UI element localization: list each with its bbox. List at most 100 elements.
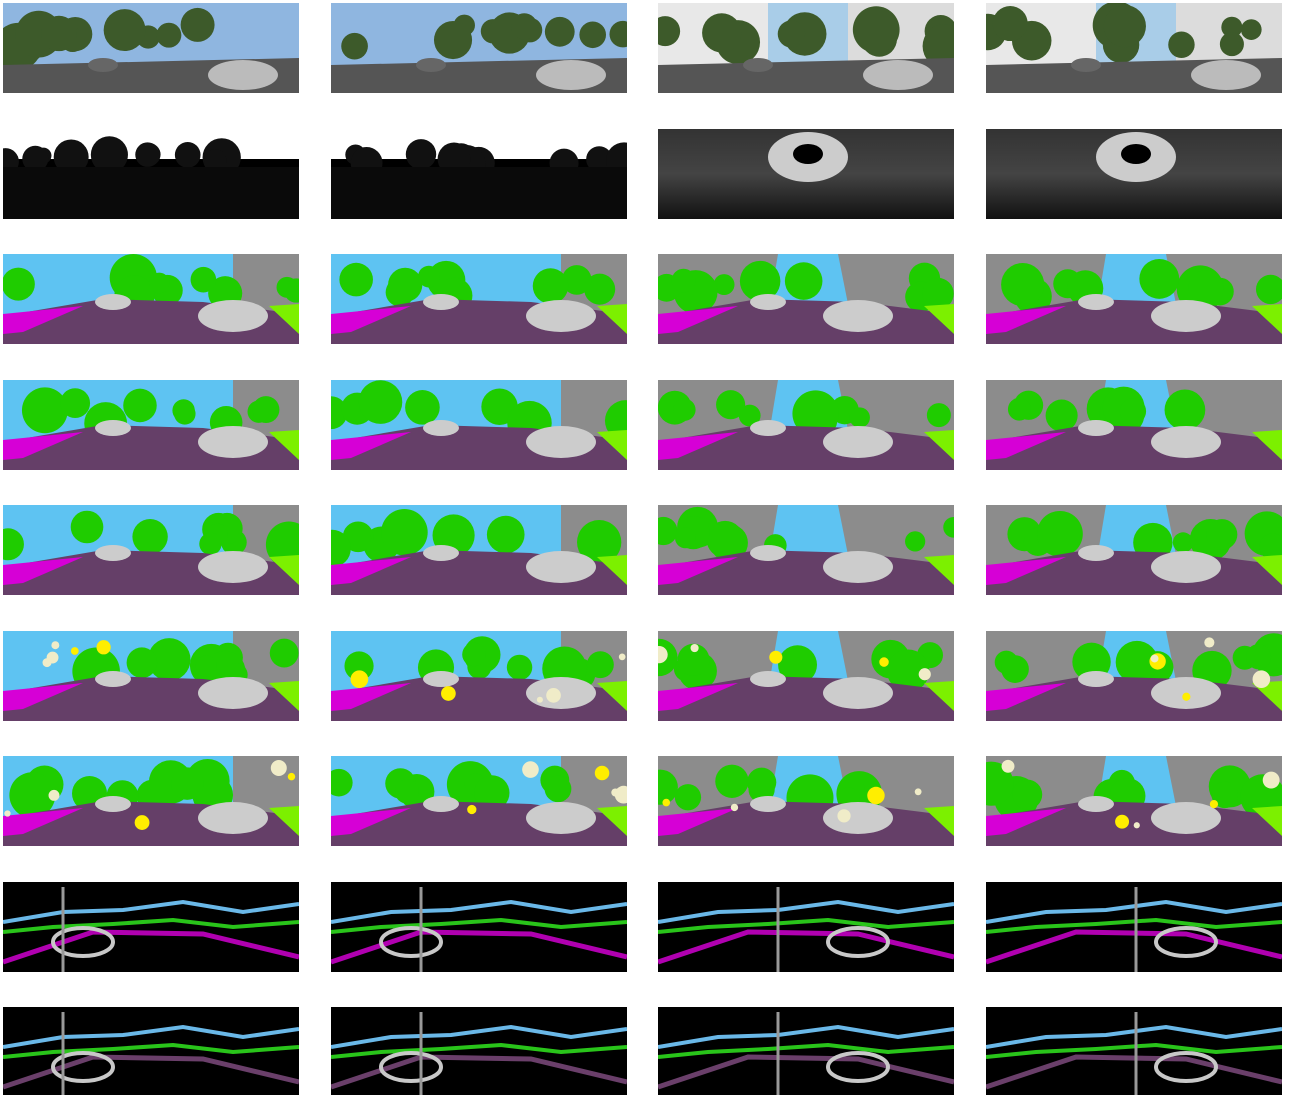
depth-tree — [405, 139, 437, 170]
car — [198, 677, 268, 709]
edge-road — [3, 1054, 299, 1090]
vegetation — [1206, 519, 1238, 550]
image-panel — [331, 631, 627, 721]
vegetation — [126, 647, 158, 678]
edge-road — [331, 1054, 627, 1090]
vegetation — [886, 649, 930, 693]
vegetation — [405, 390, 440, 425]
vegetation — [544, 775, 572, 803]
terrain — [597, 555, 627, 585]
tree — [702, 13, 742, 53]
depth-tree — [174, 142, 201, 168]
car — [526, 677, 596, 709]
vegetation — [1139, 258, 1180, 299]
sidewalk — [986, 306, 1066, 334]
image-panel — [3, 129, 299, 219]
edge-sky — [3, 899, 299, 924]
noise — [1133, 822, 1140, 829]
vegetation — [1259, 533, 1282, 560]
vegetation — [358, 380, 403, 424]
terrain — [269, 304, 299, 334]
vegetation — [922, 277, 954, 310]
image-panel — [658, 505, 954, 595]
image-panel — [3, 3, 299, 93]
depth-tree — [586, 146, 613, 173]
vegetation — [394, 779, 419, 804]
vegetation — [331, 768, 353, 797]
depth-ground — [331, 167, 627, 219]
image-panel — [658, 3, 954, 93]
car — [750, 796, 786, 812]
tree — [1221, 16, 1243, 38]
car — [95, 545, 131, 561]
vegetation — [252, 396, 280, 424]
image-panel — [3, 380, 299, 470]
image-panel — [986, 631, 1282, 721]
sidewalk — [3, 557, 83, 585]
image-panel — [986, 254, 1282, 344]
vegetation — [674, 527, 696, 549]
image-panel — [3, 254, 299, 344]
car — [526, 300, 596, 332]
sidewalk — [986, 557, 1066, 585]
terrain — [269, 555, 299, 585]
noise — [1262, 771, 1280, 789]
vegetation — [506, 654, 533, 681]
vegetation — [199, 532, 222, 556]
depth-hole — [1121, 144, 1151, 164]
tree — [341, 32, 368, 60]
vegetation — [132, 519, 168, 555]
sidewalk — [331, 683, 411, 711]
edge-car — [1154, 1051, 1218, 1083]
building — [838, 380, 954, 440]
image-panel — [986, 882, 1282, 972]
image-panel — [3, 882, 299, 972]
vegetation — [1188, 270, 1224, 305]
car — [198, 551, 268, 583]
vegetation — [1245, 644, 1272, 670]
vegetation — [276, 276, 298, 298]
car — [95, 671, 131, 687]
noise — [350, 670, 369, 689]
vegetation — [1001, 655, 1029, 683]
edge-road — [658, 1054, 954, 1090]
vegetation — [462, 642, 486, 667]
image-panel — [986, 380, 1282, 470]
terrain — [597, 304, 627, 334]
vegetation — [195, 655, 217, 677]
car — [423, 294, 459, 310]
sidewalk — [3, 683, 83, 711]
terrain — [924, 304, 954, 334]
depth-ground — [3, 167, 299, 219]
vegetation — [577, 520, 622, 565]
car — [95, 796, 131, 812]
noise — [879, 657, 889, 667]
depth-hole — [793, 144, 823, 164]
vegetation — [747, 767, 777, 797]
vegetation — [331, 529, 351, 568]
sidewalk — [331, 432, 411, 460]
vegetation — [532, 268, 569, 304]
vegetation — [3, 267, 35, 301]
car — [526, 802, 596, 834]
vegetation — [331, 404, 344, 428]
sidewalk — [658, 306, 738, 334]
car — [526, 551, 596, 583]
depth-tree — [22, 145, 49, 172]
depth-tree — [53, 139, 89, 175]
vegetation — [1164, 389, 1206, 431]
edge-car — [826, 1051, 890, 1083]
edge-vegetation — [658, 917, 954, 934]
edge-car — [379, 926, 443, 958]
edge-sky — [658, 1024, 954, 1049]
tree — [658, 16, 681, 47]
image-panel — [331, 129, 627, 219]
noise — [867, 786, 885, 805]
car — [863, 60, 933, 90]
car — [750, 420, 786, 436]
noise — [1001, 759, 1015, 773]
car — [1078, 796, 1114, 812]
vegetation — [344, 651, 374, 681]
noise — [48, 789, 60, 801]
